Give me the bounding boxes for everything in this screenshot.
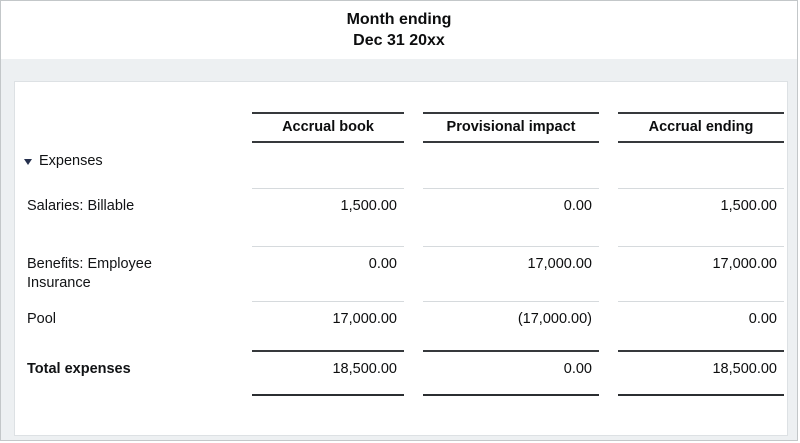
cell-provisional-impact: 0.00 xyxy=(423,188,599,246)
row-label: Salaries: Billable xyxy=(27,198,135,214)
expenses-group-label: Expenses xyxy=(39,153,103,169)
cell-accrual-book: 17,000.00 xyxy=(252,301,404,350)
cell-accrual-ending: 17,000.00 xyxy=(618,246,784,301)
report-title: Month ending Dec 31 20xx xyxy=(1,1,797,59)
total-label: Total expenses xyxy=(27,361,131,377)
cell-accrual-ending: 0.00 xyxy=(618,301,784,350)
total-accrual-book: 18,500.00 xyxy=(252,350,404,396)
cell-accrual-book: 1,500.00 xyxy=(252,188,404,246)
column-header-accrual-ending: Accrual ending xyxy=(618,112,784,143)
report-title-line1: Month ending xyxy=(346,11,452,28)
cell-accrual-ending: 1,500.00 xyxy=(618,188,784,246)
column-header-spacer xyxy=(23,112,233,143)
cell-accrual-book: 0.00 xyxy=(252,246,404,301)
column-header-accrual-book: Accrual book xyxy=(252,112,404,143)
row-label: Pool xyxy=(27,311,57,327)
report-table: Accrual book Provisional impact Accrual … xyxy=(15,82,787,396)
column-header-provisional-impact: Provisional impact xyxy=(423,112,599,143)
total-provisional-impact: 0.00 xyxy=(423,350,599,396)
report-content-background: Accrual book Provisional impact Accrual … xyxy=(1,59,797,440)
row-label: Benefits: Employee Insurance xyxy=(27,256,152,291)
total-accrual-ending: 18,500.00 xyxy=(618,350,784,396)
report-title-line2: Dec 31 20xx xyxy=(353,32,445,49)
report-card: Accrual book Provisional impact Accrual … xyxy=(14,81,788,436)
expenses-group-toggle[interactable]: Expenses xyxy=(23,152,233,171)
triangle-down-icon xyxy=(24,158,32,165)
cell-provisional-impact: 17,000.00 xyxy=(423,246,599,301)
cell-provisional-impact: (17,000.00) xyxy=(423,301,599,350)
